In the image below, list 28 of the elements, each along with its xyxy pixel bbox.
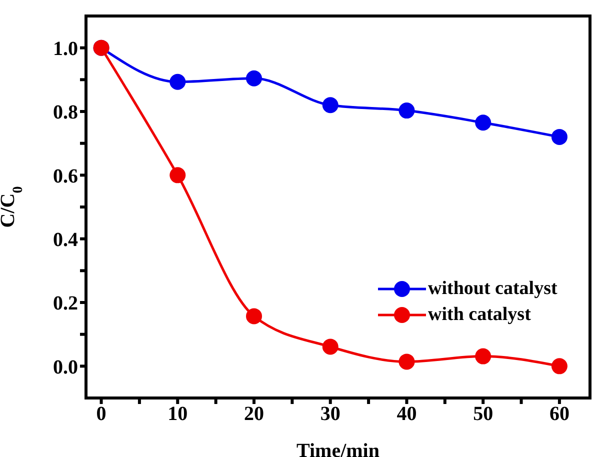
point <box>170 74 186 90</box>
x-axis-title: Time/min <box>296 440 380 457</box>
y-tick-label: 0.6 <box>53 165 78 188</box>
legend-label: with catalyst <box>428 304 531 326</box>
x-tick-label: 10 <box>168 403 188 426</box>
x-tick-label: 30 <box>320 403 340 426</box>
point <box>170 167 186 184</box>
x-tick-label: 20 <box>244 403 264 426</box>
y-tick-label: 1.0 <box>53 38 78 60</box>
point <box>246 70 262 86</box>
point <box>398 102 415 119</box>
point <box>322 338 338 355</box>
point <box>246 308 262 324</box>
point <box>322 97 338 114</box>
x-tick-label: 50 <box>473 403 494 426</box>
x-tick-label: 40 <box>396 403 417 426</box>
point <box>551 128 568 145</box>
point <box>475 348 492 364</box>
legend-label: without catalyst <box>428 278 558 300</box>
y-tick-label: 0.2 <box>53 292 78 315</box>
point <box>475 114 492 131</box>
x-tick-label: 60 <box>549 403 570 426</box>
y-tick-label: 0.4 <box>53 228 78 251</box>
point <box>398 354 415 370</box>
point <box>551 358 568 374</box>
x-tick-label: 0 <box>96 403 106 426</box>
y-tick-label: 0.0 <box>53 356 78 378</box>
y-tick-label: 0.8 <box>53 102 78 124</box>
